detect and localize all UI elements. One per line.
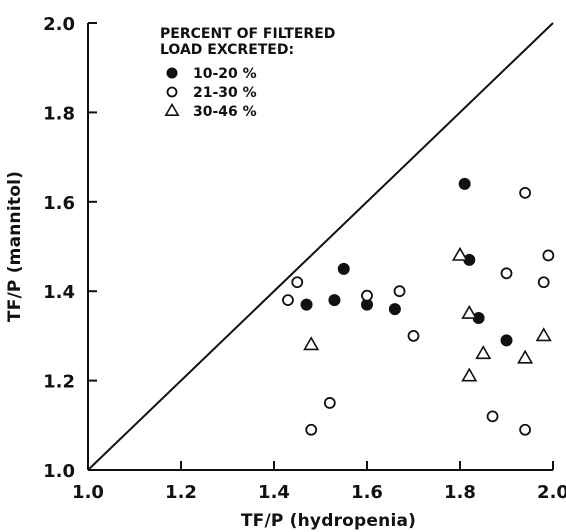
data-point — [303, 336, 320, 351]
y-tick-label: 1.0 — [43, 461, 75, 482]
y-axis-title: TF/P (mannitol) — [5, 171, 25, 322]
x-tick-label: 1.4 — [258, 482, 290, 503]
y-tick-label: 1.6 — [43, 193, 75, 214]
data-point — [328, 294, 341, 307]
y-tick-label: 1.4 — [43, 282, 75, 303]
data-point — [537, 276, 550, 289]
data-point — [407, 329, 420, 342]
data-point — [461, 304, 478, 319]
legend-title-line: PERCENT OF FILTERED — [160, 26, 335, 42]
data-point — [282, 294, 294, 307]
data-point — [486, 410, 499, 423]
x-axis-title: TF/P (hydropenia) — [241, 511, 416, 531]
data-point — [291, 276, 304, 289]
legend-label: 21-30 % — [193, 85, 257, 101]
data-point — [519, 423, 531, 436]
data-point — [461, 367, 478, 382]
data-point — [500, 334, 513, 347]
data-point — [323, 397, 336, 409]
data-point — [300, 298, 313, 311]
y-tick-label: 2.0 — [43, 14, 75, 35]
data-point — [542, 249, 555, 262]
x-tick-label: 1.8 — [444, 482, 476, 503]
data-point — [388, 303, 401, 316]
data-point — [451, 246, 469, 261]
data-point — [519, 186, 531, 199]
x-tick-label: 2.0 — [537, 482, 566, 503]
x-tick-label: 1.0 — [72, 482, 104, 503]
y-tick-label: 1.2 — [43, 372, 75, 393]
data-point — [475, 345, 492, 360]
data-point — [361, 289, 373, 302]
legend-marker — [164, 102, 180, 117]
legend-title-line: LOAD EXCRETED: — [160, 42, 294, 58]
legend-label: 30-46 % — [193, 104, 257, 120]
y-tick-label: 1.8 — [43, 103, 75, 124]
data-point — [500, 267, 513, 280]
data-point — [337, 262, 350, 275]
legend-marker — [166, 86, 178, 98]
data-point — [458, 177, 471, 190]
legend-label: 10-20 % — [193, 66, 257, 82]
identity-line — [87, 22, 554, 471]
legend-marker — [166, 67, 178, 79]
data-point — [535, 327, 552, 342]
data-point — [393, 285, 406, 298]
data-point — [305, 423, 318, 436]
x-tick-label: 1.2 — [165, 482, 197, 503]
data-point — [517, 349, 534, 364]
x-tick-label: 1.6 — [351, 482, 383, 503]
